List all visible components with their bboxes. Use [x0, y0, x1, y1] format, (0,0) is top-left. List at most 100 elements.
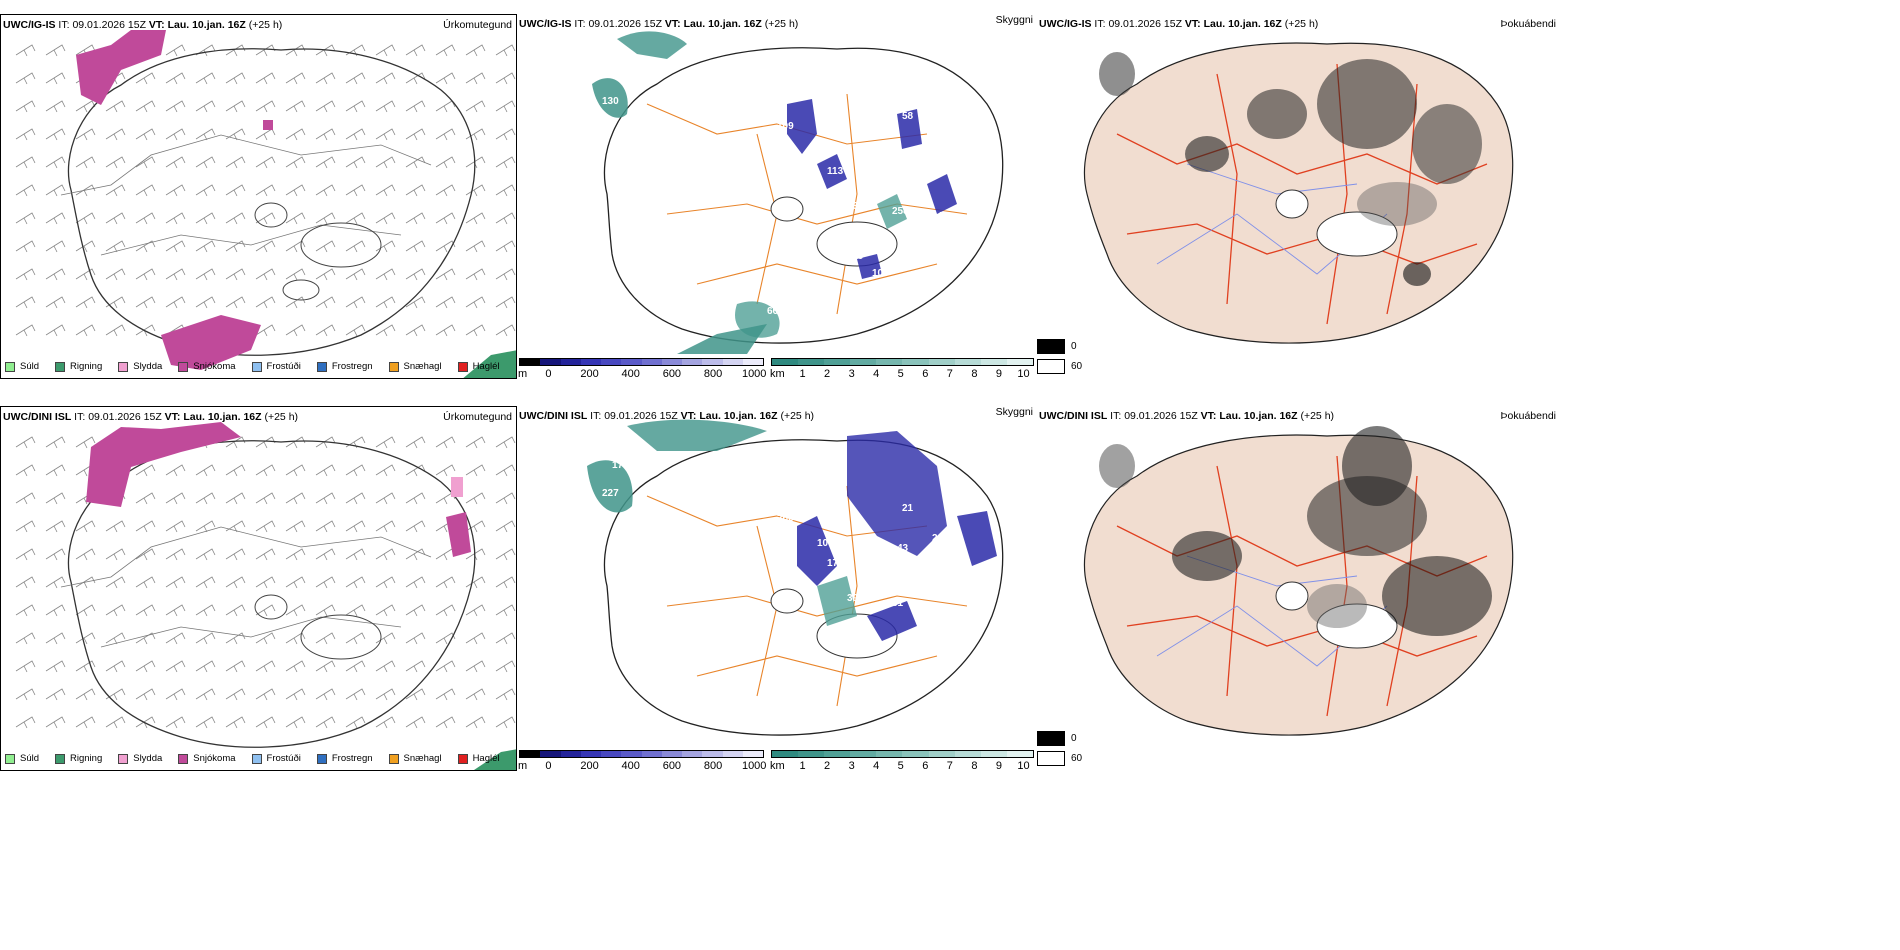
visibility-labels: 836 170 227 266 21 100 17 21 143 398 61 92 169 13 96 12… [577, 443, 949, 709]
wind-barb [375, 128, 396, 141]
wind-barb [255, 688, 276, 701]
wind-barb [135, 520, 156, 533]
precip-legend: Súld Rigning Slydda Snjókoma Frostúði Frostre… [5, 361, 500, 372]
lead-time: (+25 h) [1284, 18, 1319, 30]
wind-barb [15, 100, 36, 113]
wind-barb [135, 156, 156, 169]
wind-barb [165, 576, 186, 589]
wind-barb [345, 296, 366, 309]
wind-barb [375, 604, 396, 617]
model-name: UWC/DINI ISL [3, 411, 72, 423]
wind-barb [225, 688, 246, 701]
wind-barb [255, 520, 276, 533]
wind-barb [465, 688, 486, 701]
wind-barb [255, 268, 276, 281]
wind-barb [225, 72, 246, 85]
wind-barb [135, 296, 156, 309]
wind-barb [285, 156, 306, 169]
visibility-km-colorbar: 1 2 3 4 5 6 7 8 9 10 km [770, 750, 1034, 771]
visibility-value: 170 [612, 460, 629, 471]
legend-swatch [5, 753, 15, 764]
wind-barb [345, 324, 366, 337]
wind-barb [45, 520, 66, 533]
wind-barb [435, 604, 456, 617]
wind-barb [345, 44, 366, 57]
wind-barb [255, 100, 276, 113]
wind-barb [315, 296, 336, 309]
tick-label: 0 [545, 760, 552, 771]
tick-label: 1000 [741, 368, 767, 379]
legend-item: Frostúði [251, 753, 301, 764]
wind-barb [135, 268, 156, 281]
precip-type-panel-top: UWC/IG-IS IT: 09.01.2026 15Z VT: Lau. 10… [0, 14, 517, 379]
tick-label: 5 [897, 368, 904, 379]
wind-barb [345, 716, 366, 729]
wind-barb [315, 660, 336, 673]
wind-barb [375, 716, 396, 729]
wind-barb [105, 660, 126, 673]
wind-barb [75, 184, 96, 197]
visibility-value: 41 [937, 211, 949, 222]
wind-barb [315, 184, 336, 197]
tick-label: 6 [922, 760, 929, 771]
wind-barb [345, 688, 366, 701]
wind-barb [405, 688, 426, 701]
wind-barb [345, 492, 366, 505]
wind-barb [435, 688, 456, 701]
legend-swatch [178, 361, 189, 372]
wind-barb [495, 324, 516, 337]
tick-label: 3 [848, 760, 855, 771]
wind-barb [285, 296, 306, 309]
wind-barb [135, 184, 156, 197]
wind-barb [495, 72, 516, 85]
wind-barb [195, 492, 216, 505]
wind-barb [135, 660, 156, 673]
wind-barb [195, 660, 216, 673]
wind-barb [45, 212, 66, 225]
wind-barb [495, 296, 516, 309]
wind-barb [285, 520, 306, 533]
visibility-value: 836 [612, 443, 629, 454]
wind-barb [405, 576, 426, 589]
wind-barbs [15, 436, 516, 729]
legend-item: Rigning [55, 753, 102, 764]
wind-barb [405, 268, 426, 281]
wind-barb [315, 324, 336, 337]
wind-barb [465, 268, 486, 281]
wind-barb [15, 128, 36, 141]
wind-barb [315, 492, 336, 505]
wind-barb [375, 492, 396, 505]
rain-area [474, 749, 516, 770]
wind-barb [255, 296, 276, 309]
wind-barb [465, 212, 486, 225]
wind-barb [315, 156, 336, 169]
wind-barb [225, 296, 246, 309]
wind-barb [195, 548, 216, 561]
wind-barb [405, 72, 426, 85]
wind-barb [15, 576, 36, 589]
wind-barb [285, 464, 306, 477]
wind-barb [75, 660, 96, 673]
model-name: UWC/IG-IS [3, 19, 56, 31]
panel-header: UWC/DINI ISL IT: 09.01.2026 15Z VT: Lau.… [3, 411, 299, 423]
wind-barb [135, 100, 156, 113]
wind-barb [435, 576, 456, 589]
wind-barb [225, 156, 246, 169]
visibility-value: 96 [767, 698, 779, 709]
wind-barb [105, 268, 126, 281]
wind-barb [165, 604, 186, 617]
wind-barb [255, 548, 276, 561]
wind-barb [135, 128, 156, 141]
wind-barb [105, 604, 126, 617]
fog-indicator-map [1083, 42, 1514, 344]
wind-barb [375, 240, 396, 253]
wind-barb [15, 520, 36, 533]
wind-barb [375, 100, 396, 113]
wind-barb [285, 212, 306, 225]
tick-label: 600 [662, 760, 682, 771]
wind-barb [165, 716, 186, 729]
legend-swatch [251, 753, 262, 764]
wind-barb [345, 464, 366, 477]
wind-barb [75, 324, 96, 337]
wind-barb [75, 156, 96, 169]
